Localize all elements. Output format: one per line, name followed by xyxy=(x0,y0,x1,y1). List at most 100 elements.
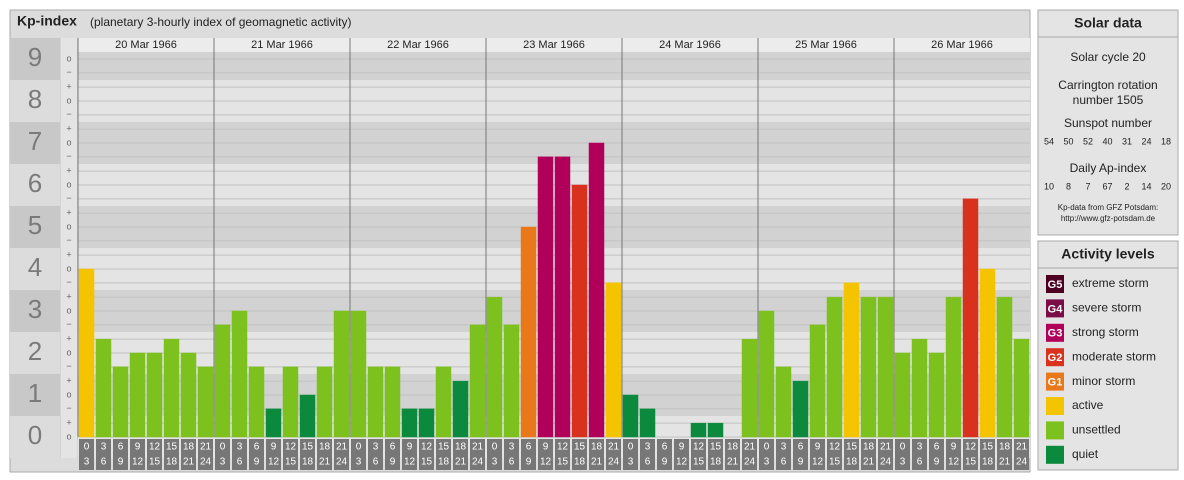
hour-start: 6 xyxy=(118,442,124,453)
hour-end: 21 xyxy=(591,457,603,468)
day-label: 26 Mar 1966 xyxy=(931,39,993,51)
bar xyxy=(333,310,350,438)
hour-start: 0 xyxy=(220,442,226,453)
hour-start: 18 xyxy=(591,442,603,453)
bar xyxy=(826,296,843,438)
y-tick-label: 9 xyxy=(28,42,42,72)
hour-end: 9 xyxy=(254,457,260,468)
sunspot-value: 50 xyxy=(1063,136,1073,146)
bar xyxy=(894,352,911,438)
hour-box xyxy=(283,439,298,470)
bar xyxy=(129,352,146,438)
hour-end: 6 xyxy=(781,457,787,468)
hour-start: 12 xyxy=(557,442,569,453)
label-band xyxy=(10,38,60,80)
legend-label: active xyxy=(1072,398,1104,412)
hour-end: 21 xyxy=(455,457,467,468)
hour-start: 21 xyxy=(1016,442,1028,453)
hour-box xyxy=(334,439,349,470)
hour-box xyxy=(708,439,723,470)
minor-tick-label: + xyxy=(66,376,71,386)
day-label: 24 Mar 1966 xyxy=(659,39,721,51)
hour-box xyxy=(895,439,910,470)
bar xyxy=(384,366,401,438)
hour-end: 24 xyxy=(336,457,348,468)
hour-box xyxy=(385,439,400,470)
ap-value: 2 xyxy=(1124,181,1129,191)
solar-text: http://www.gfz-potsdam.de xyxy=(1061,214,1156,223)
hour-end: 15 xyxy=(965,457,977,468)
hour-end: 6 xyxy=(509,457,515,468)
minor-tick-label: − xyxy=(66,151,71,161)
hour-end: 12 xyxy=(540,457,552,468)
bar xyxy=(775,366,792,438)
hour-end: 15 xyxy=(693,457,705,468)
legend-badge: G2 xyxy=(1048,352,1063,364)
minor-tick-label: o xyxy=(66,53,71,63)
hour-box xyxy=(130,439,145,470)
legend-swatch xyxy=(1046,348,1064,367)
hour-start: 15 xyxy=(166,442,178,453)
hour-box xyxy=(844,439,859,470)
hour-end: 3 xyxy=(900,457,906,468)
bar xyxy=(418,408,435,438)
legend-label: severe storm xyxy=(1072,301,1141,315)
hour-box xyxy=(317,439,332,470)
hour-end: 12 xyxy=(676,457,688,468)
y-tick-label: 4 xyxy=(28,252,42,282)
legend-label: extreme storm xyxy=(1072,276,1149,290)
minor-tick-label: o xyxy=(66,95,71,105)
bar xyxy=(520,226,537,438)
bar xyxy=(95,338,112,438)
hour-end: 6 xyxy=(917,457,923,468)
hour-end: 12 xyxy=(132,457,144,468)
hour-end: 18 xyxy=(982,457,994,468)
y-tick-label: 6 xyxy=(28,168,42,198)
bar xyxy=(571,184,588,438)
minor-tick-label: o xyxy=(66,137,71,147)
hour-start: 9 xyxy=(679,442,685,453)
sunspot-value: 52 xyxy=(1083,136,1093,146)
hour-box xyxy=(198,439,213,470)
hour-start: 9 xyxy=(815,442,821,453)
hour-box xyxy=(810,439,825,470)
hour-end: 3 xyxy=(84,457,90,468)
hour-start: 0 xyxy=(900,442,906,453)
hour-box xyxy=(113,439,128,470)
hour-box xyxy=(759,439,774,470)
hour-end: 18 xyxy=(438,457,450,468)
y-tick-label: 1 xyxy=(28,378,42,408)
hour-box xyxy=(232,439,247,470)
hour-end: 15 xyxy=(149,457,161,468)
sunspot-value: 24 xyxy=(1141,136,1151,146)
bar xyxy=(792,380,809,438)
chart-title: Kp-index xyxy=(17,13,77,29)
legend-swatch xyxy=(1046,299,1064,318)
hour-start: 18 xyxy=(727,442,739,453)
hour-start: 0 xyxy=(764,442,770,453)
hour-end: 15 xyxy=(557,457,569,468)
hour-end: 24 xyxy=(880,457,892,468)
minor-tick-label: + xyxy=(66,166,71,176)
legend-swatch xyxy=(1046,323,1064,342)
hour-start: 6 xyxy=(662,442,668,453)
bar xyxy=(469,324,486,438)
solar-text: Sunspot number xyxy=(1064,116,1152,130)
hour-box xyxy=(521,439,536,470)
y-tick-label: 7 xyxy=(28,126,42,156)
legend-swatch xyxy=(1046,421,1064,440)
label-band xyxy=(10,416,60,458)
legend-swatch xyxy=(1046,372,1064,391)
bar xyxy=(537,156,554,438)
hour-end: 9 xyxy=(526,457,532,468)
hour-box xyxy=(470,439,485,470)
bar xyxy=(758,310,775,438)
minor-tick-label: − xyxy=(66,361,71,371)
bar xyxy=(163,338,180,438)
hour-box xyxy=(929,439,944,470)
solar-text: Carrington rotation xyxy=(1058,78,1157,92)
minor-tick-label: + xyxy=(66,250,71,260)
solar-text: number 1505 xyxy=(1073,93,1144,107)
label-band xyxy=(10,332,60,374)
hour-start: 3 xyxy=(781,442,787,453)
